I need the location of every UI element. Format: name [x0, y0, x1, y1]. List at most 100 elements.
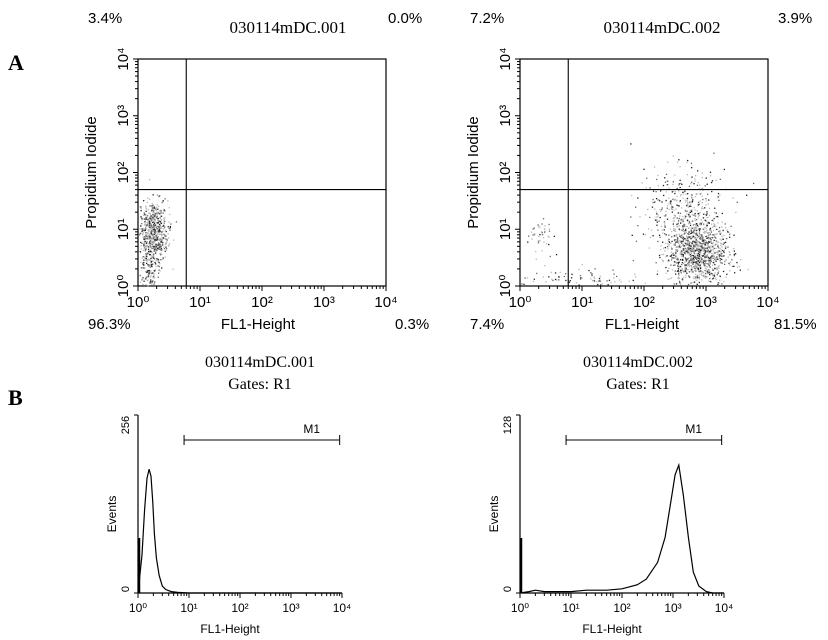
dot	[705, 271, 707, 273]
dot	[733, 250, 735, 252]
dot	[145, 248, 147, 250]
dot	[153, 237, 155, 239]
dot	[698, 251, 701, 253]
dot	[695, 267, 698, 269]
histogram-line	[519, 462, 724, 594]
dot	[148, 265, 150, 267]
dot	[612, 269, 614, 271]
dot	[147, 274, 150, 277]
dot	[159, 195, 161, 197]
dot	[657, 216, 659, 218]
dot	[150, 257, 152, 260]
dot	[579, 278, 582, 280]
dot	[680, 182, 682, 185]
dot	[713, 239, 715, 241]
dot	[685, 269, 687, 271]
dot	[732, 265, 734, 268]
dot	[716, 267, 718, 269]
x-tick-label: 10⁰	[509, 294, 532, 311]
dot	[708, 241, 710, 243]
dot	[659, 209, 661, 211]
dot	[705, 254, 707, 256]
dot	[144, 236, 147, 239]
dot	[701, 202, 703, 204]
y-tick-label: 256	[120, 416, 132, 434]
dot	[146, 235, 148, 238]
dot	[695, 265, 697, 267]
dot	[150, 229, 152, 231]
dot	[649, 216, 651, 219]
dot	[670, 204, 672, 206]
dot	[706, 222, 709, 225]
dot	[695, 233, 697, 235]
dot	[544, 265, 546, 267]
dot	[687, 238, 689, 240]
dot	[708, 280, 710, 282]
dot	[713, 236, 715, 238]
dot	[649, 236, 651, 239]
dot	[147, 258, 150, 260]
dot	[142, 230, 144, 232]
dot	[139, 281, 141, 283]
dot	[716, 258, 718, 261]
dot	[682, 259, 684, 261]
dot	[695, 250, 697, 252]
dot	[163, 227, 165, 229]
dot	[708, 207, 711, 210]
dot	[160, 244, 163, 246]
dot	[158, 265, 160, 268]
y-axis-label: Propidium Iodide	[465, 116, 482, 229]
dot	[142, 236, 144, 238]
dot	[679, 265, 682, 268]
dot	[721, 262, 723, 264]
dot	[704, 267, 706, 269]
dot	[150, 210, 153, 212]
dot	[150, 219, 152, 221]
dot	[588, 269, 590, 272]
dot	[149, 212, 151, 214]
dot	[150, 215, 152, 217]
dot	[678, 190, 680, 192]
dot	[692, 234, 694, 236]
dot	[693, 241, 695, 243]
dot	[661, 259, 663, 261]
dot	[690, 195, 692, 197]
dot	[722, 270, 725, 273]
dot	[634, 273, 636, 275]
dot	[593, 277, 596, 280]
dot	[142, 232, 144, 234]
dot	[682, 239, 684, 242]
dot	[696, 229, 699, 232]
dot	[692, 227, 694, 229]
dot	[672, 223, 674, 225]
dot	[666, 218, 669, 220]
dot	[657, 174, 659, 177]
dot	[707, 250, 709, 252]
dot	[684, 238, 686, 240]
dot	[151, 265, 153, 268]
dot	[713, 234, 716, 236]
dot	[679, 282, 681, 284]
dot	[696, 248, 698, 250]
dot	[693, 240, 695, 242]
dot	[158, 244, 160, 246]
dot	[659, 216, 661, 219]
dot	[704, 219, 706, 221]
dot	[158, 211, 160, 213]
dot	[688, 246, 690, 248]
dot	[717, 252, 720, 254]
dot	[146, 255, 148, 258]
dot	[657, 185, 659, 187]
dot	[140, 216, 142, 218]
dot	[158, 220, 160, 222]
dot	[698, 203, 700, 205]
dot	[717, 282, 720, 284]
dot	[688, 257, 690, 259]
dot	[705, 275, 707, 278]
dot	[733, 265, 735, 267]
dot	[699, 233, 701, 235]
y-tick-label: 128	[502, 416, 514, 434]
dot	[682, 245, 684, 247]
dot	[148, 234, 150, 236]
dot	[143, 213, 146, 215]
